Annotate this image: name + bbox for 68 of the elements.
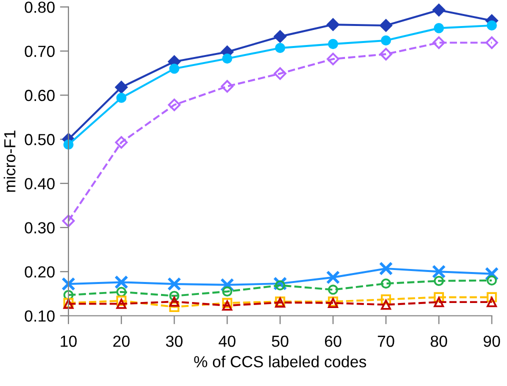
y-tick-label: 0.40 [24,178,55,190]
point [115,136,128,149]
point [432,4,446,16]
y-tick-label: 0.10 [24,310,55,322]
y-tick-label: 0.50 [24,134,55,146]
x-tick-label: 30 [166,336,183,347]
point [432,36,446,49]
point [434,276,444,286]
point [432,264,446,279]
point [169,290,180,301]
point [222,298,232,308]
point [114,275,128,290]
point [486,292,497,302]
point [116,92,126,103]
y-tick-label: 0.70 [24,46,55,58]
point [167,277,182,291]
x-tick-label: 20 [113,336,130,347]
point [380,19,392,32]
point [274,30,286,43]
y-tick-label: 0.30 [24,222,55,234]
point [434,297,444,308]
point [115,80,128,94]
x-tick-label: 80 [430,336,448,347]
x-tick-label: 40 [218,336,236,347]
x-tick-label: 90 [484,336,500,347]
point [486,275,497,286]
point [169,296,180,307]
point [222,53,232,64]
point [116,286,126,297]
point [220,80,234,93]
x-tick-label: 60 [324,336,342,347]
point [169,64,180,74]
point [62,214,75,228]
point [62,277,76,291]
point [168,98,181,112]
x-tick-label: 50 [272,336,288,347]
point [275,280,286,290]
x-tick-label: 10 [60,336,77,347]
point [326,52,340,66]
point [486,297,497,308]
point [380,300,392,310]
point [116,296,126,306]
point [486,20,497,31]
point [116,298,126,309]
point [380,278,392,289]
point [485,36,498,49]
y-tick-label: 0.80 [24,2,55,13]
point [326,18,340,31]
point [380,35,392,46]
x-axis-title: % of CCS labeled codes [194,356,366,368]
point [275,42,286,54]
point [434,292,444,302]
point [222,300,232,311]
point [328,38,338,50]
y-axis-title: micro-F1 [4,130,16,192]
point [274,67,286,80]
point [169,302,180,312]
x-tick-label: 70 [378,336,394,347]
point [380,294,392,304]
point [328,284,338,295]
point [326,270,340,284]
y-tick-label: 0.60 [24,90,55,102]
point [434,23,444,34]
y-tick-label: 0.20 [24,266,55,278]
point [222,286,232,297]
point [380,48,392,60]
point [379,262,393,276]
point [63,290,74,300]
